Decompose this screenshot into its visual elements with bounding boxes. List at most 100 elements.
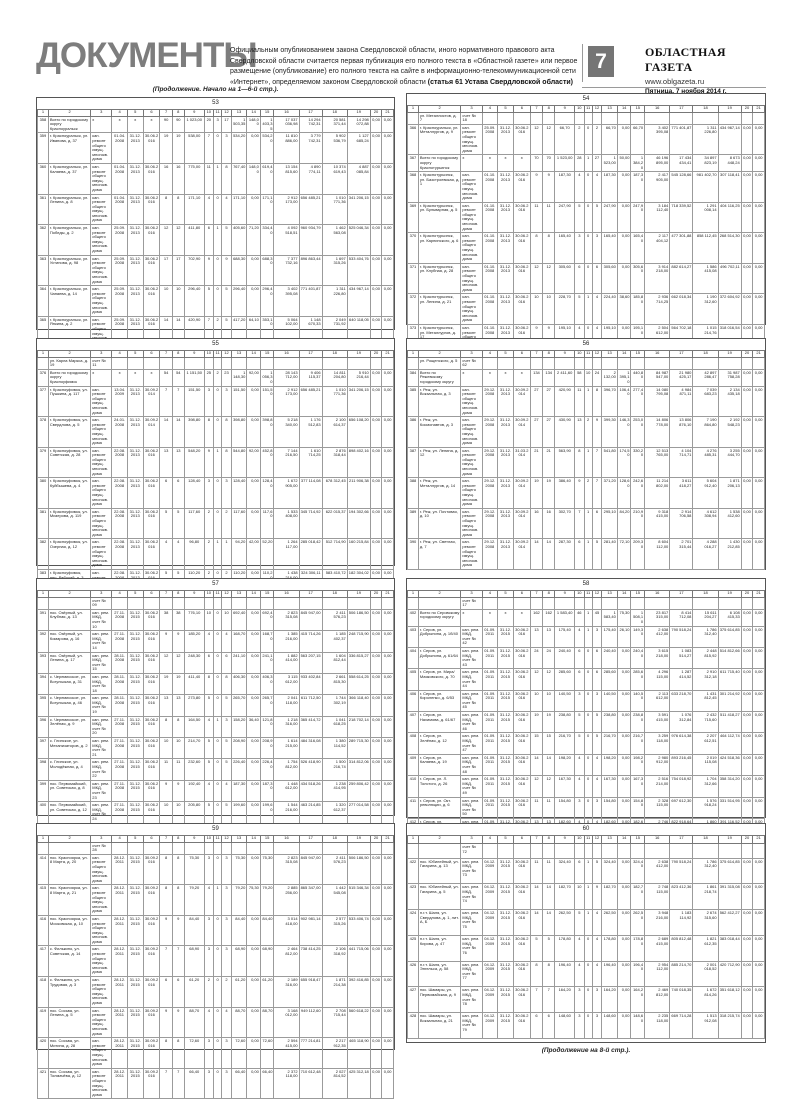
table-cell (381, 596, 394, 610)
table-cell: 1 523,00 (601, 154, 618, 173)
table-cell: г. Красноуфимск, ул. Советская, д. 28 (47, 446, 92, 479)
table-cell (752, 356, 765, 370)
table-cell (259, 356, 275, 370)
table-cell: 0,00 (740, 883, 754, 911)
table-row: 381 г. Красноуфимск, ул. Мизерова, д. 119… (37, 507, 394, 540)
table-cell: Всего по городскому округу Красноуфимск (47, 368, 92, 387)
table-cell: 0 (583, 796, 593, 819)
table-cell (369, 841, 383, 855)
column-header: 4 (111, 350, 128, 358)
column-header: 5 (497, 105, 514, 113)
table-cell: 14 806 778,00 (644, 416, 671, 448)
table-cell: 0,00 (752, 1012, 765, 1039)
column-header: 14 (616, 350, 632, 358)
table-cell: 31.12.2015 (126, 914, 144, 947)
table-cell: 28.12.2011 (111, 914, 128, 947)
column-header: 15 (259, 109, 275, 117)
table-cell: 31.12.2013 (126, 162, 144, 195)
column-header: 8 (171, 835, 185, 843)
table-cell: 534,20 (230, 132, 248, 164)
table-cell: 6 (591, 262, 603, 295)
table-cell: 31.12.2015 (497, 646, 514, 670)
table-cell: 391 (37, 608, 49, 632)
table-cell: 1 538 412,60 (717, 507, 742, 540)
table-cell: кап. рем. МКД, счет № 22 (90, 758, 113, 781)
table-cell (407, 111, 419, 125)
table-cell: 1 010 771,36 (321, 385, 348, 418)
table-cell: 30.06.2016 (512, 883, 531, 911)
data-table: 1 2 3 4 5 6 7 8 9 10 11 12 13 14 15 16 17 18 19 20 21 счет № … (37, 590, 394, 845)
table-cell: 341 206,15 (346, 385, 371, 418)
table-cell: кап. рем. МКД, счет № 24 (90, 801, 113, 824)
table-cell: 30.06.2016 (142, 477, 161, 509)
table-cell: 128,40 (259, 477, 275, 509)
table-cell: 1 (583, 625, 593, 648)
table-cell: 544,80 (230, 446, 248, 479)
table-cell: пос. Первомайский, ул. Советская, д. 8 (47, 779, 92, 803)
table-cell: 1 056,30 (259, 368, 275, 387)
table-cell: г. Красноуфимск, ул. Пушкина, д. 117 (47, 385, 92, 418)
table-cell: 408 (407, 732, 419, 755)
table-cell: 396 (37, 715, 49, 739)
table-cell: 34 897 823,19 (692, 154, 719, 173)
table-cell: 3 779 742,31 (298, 132, 323, 164)
table-cell: 117,60 (230, 507, 248, 540)
column-header: 20 (740, 835, 754, 844)
table-cell: 14 (529, 538, 544, 570)
column-header: 21 (752, 835, 765, 844)
table-cell: 31.12.2013 (497, 201, 514, 234)
table-cell (669, 842, 694, 859)
table-cell: пос. Красноярка, ул. 8 Марта, д. 21 (47, 884, 92, 916)
table-cell: 2 113 612,00 (644, 689, 671, 713)
table-cell: кап. ремонт общего имущ. многокв. дома (460, 201, 483, 234)
table-cell: 385 (407, 385, 419, 418)
column-header: 7 (159, 350, 173, 358)
table-cell: 2 594 415,00 (273, 1037, 300, 1069)
table-cell: 5 (221, 801, 232, 824)
table-cell: 22.08.2008 (111, 477, 128, 509)
table-cell: 27 (529, 416, 544, 448)
table-cell: 27 (529, 385, 544, 418)
table-cell (171, 356, 185, 370)
table-cell: 398,80 (259, 416, 275, 448)
table-cell: 619,40 (259, 162, 275, 195)
column-header: 19 (717, 105, 742, 113)
table-cell: 31.12.2013 (497, 416, 514, 448)
table-cell: 2 876 318,44 (321, 446, 348, 479)
table-cell: 28.12.2011 (111, 884, 128, 916)
table-cell: 2 411 576,23 (321, 853, 348, 886)
table-cell: 1 786 312,40 (692, 625, 719, 648)
table-row: 384 Всего по Режевскому городскому округу… (407, 368, 765, 387)
table-cell: 0,00 (381, 608, 394, 632)
table-cell: 0,00 (381, 254, 394, 287)
table-cell (246, 356, 261, 370)
table-cell: 0,00 (381, 1067, 394, 1100)
table-cell: 563,90 (554, 446, 576, 479)
table-cell: 248,30 (183, 651, 205, 674)
table-cell: 04.12.2009 (481, 986, 499, 1014)
table-cell: 31.12.2013 (126, 132, 144, 164)
table-cell: 611 715,40 (717, 668, 742, 691)
table-cell: 17 434 434,41 (669, 154, 694, 173)
table-cell: 0,00 (616, 796, 632, 819)
table-cell: г. Реж, ул. Почтовая, д. 10 (417, 507, 462, 540)
table-cell: 28 (574, 154, 585, 173)
table-cell: 560 618,22 (346, 1006, 371, 1039)
table-cell: 1 291 008,14 (692, 201, 719, 234)
table-cell: 545 128,66 (669, 171, 694, 203)
table-cell: 30.06.2016 (142, 608, 161, 632)
table-cell: 434 967,14 (346, 285, 371, 317)
table-cell: 30.06.2016 (512, 857, 531, 885)
table-cell: 3 (203, 853, 215, 886)
table-cell: 70 (529, 154, 544, 173)
column-header: 12 (221, 590, 232, 598)
table-cell: 1 576 918,24 (692, 796, 719, 819)
table-row: 362 г. Красноуральск, ул. Победы, д. 2 кап… (37, 224, 394, 256)
table-cell: 6 108 415,33 (717, 608, 742, 627)
table-cell: 3 (203, 385, 215, 418)
table-cell: 92,00 (246, 368, 261, 387)
table-cell: 31.12.2013 (126, 385, 144, 418)
table-cell: кап. рем. МКД, счет № 49 (460, 775, 483, 798)
table-cell (542, 596, 556, 610)
table-cell: 31.12.2015 (497, 960, 514, 988)
